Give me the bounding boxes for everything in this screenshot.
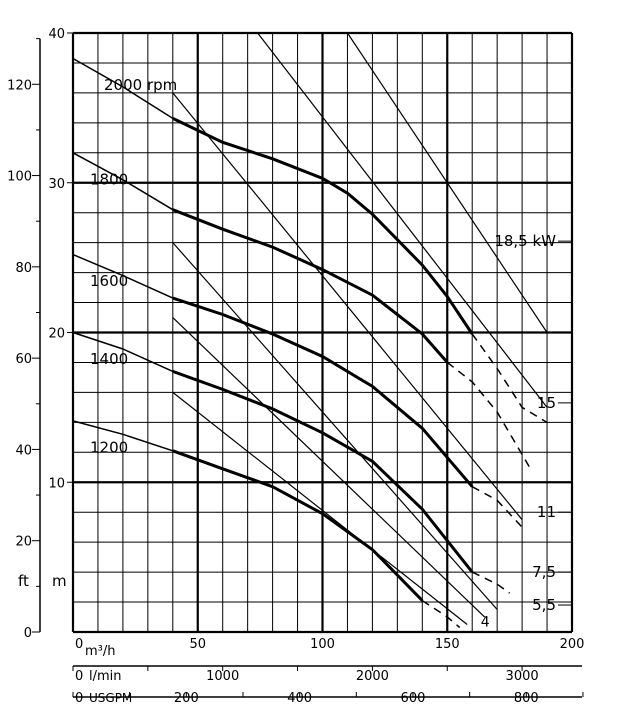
speed-curve-line xyxy=(172,369,474,574)
speed-curve-label: 1200 xyxy=(90,438,128,456)
speed-curve-extension xyxy=(446,361,531,468)
ft-tick-label: 100 xyxy=(7,170,32,185)
speed-curve-label: 2000 rpm xyxy=(104,76,177,94)
usgpm-axis-title: USGPM xyxy=(89,691,132,705)
lmin-zero-label: 0 xyxy=(75,669,83,684)
lmin-tick-label: 2000 xyxy=(356,669,389,684)
speed-curve-line xyxy=(72,253,174,299)
power-line-label: 15 xyxy=(537,394,556,412)
speed-curve-line xyxy=(72,420,174,452)
lmin-tick-label: 1000 xyxy=(206,669,239,684)
power-line-label: 4 xyxy=(481,615,490,631)
ft-axis-title: ft xyxy=(18,572,29,590)
power-line xyxy=(172,391,468,625)
ft-tick-label: 40 xyxy=(15,443,32,458)
y-axis-title: m xyxy=(52,572,67,590)
speed-curve-extension xyxy=(471,333,548,424)
usgpm-zero-label: 0 xyxy=(75,691,83,706)
speed-curve-line xyxy=(172,449,424,602)
y-tick-label: 10 xyxy=(48,476,65,491)
speed-curve-line xyxy=(172,208,449,364)
speed-curve-line xyxy=(72,331,174,373)
x-tick-label: 50 xyxy=(189,637,206,652)
x-tick-label: 150 xyxy=(435,637,460,652)
x-axis-title: m³/h xyxy=(85,644,116,659)
power-line xyxy=(257,32,548,408)
ft-tick-label: 20 xyxy=(15,535,32,550)
speed-curve-extension xyxy=(471,486,523,528)
power-line-label: 11 xyxy=(537,503,556,521)
power-line xyxy=(172,317,486,618)
speed-curve-extension xyxy=(471,571,511,594)
power-lines xyxy=(172,32,548,625)
y-tick-label: 30 xyxy=(48,177,65,192)
ft-tick-label: 80 xyxy=(15,261,32,276)
ft-tick-label: 0 xyxy=(24,626,32,641)
labels: 2000 rpm 1800 1600 1400 1200 18,5 kW 15 11 7,5 5,… xyxy=(90,76,572,631)
power-line-label: 5,5 xyxy=(532,596,556,614)
power-line xyxy=(172,92,523,521)
y-tick-label: 20 xyxy=(48,327,65,342)
speed-curve-label: 1800 xyxy=(90,170,128,188)
grid xyxy=(71,31,574,634)
usgpm-tick-label: 800 xyxy=(514,691,539,706)
speed-curve-line xyxy=(72,152,174,211)
ft-tick-label: 60 xyxy=(15,352,32,367)
speed-curve-extension xyxy=(421,599,461,629)
speed-curve-label: 1400 xyxy=(90,350,128,368)
y-tick-label: 40 xyxy=(48,27,65,42)
ft-tick-label: 120 xyxy=(7,78,32,93)
speed-curve-line xyxy=(172,117,474,335)
speed-curve-line xyxy=(172,296,474,488)
speed-curves xyxy=(72,57,548,629)
power-line-label: 18,5 kW xyxy=(494,232,556,250)
power-line xyxy=(172,242,498,610)
x-tick-label: 100 xyxy=(310,637,335,652)
usgpm-tick-label: 600 xyxy=(401,691,426,706)
speed-curve-label: 1600 xyxy=(90,272,128,290)
lmin-tick-label: 3000 xyxy=(506,669,539,684)
lmin-axis-title: l/min xyxy=(89,669,122,684)
x-tick-label: 200 xyxy=(560,637,585,652)
power-line xyxy=(346,32,548,333)
x-tick-label: 0 xyxy=(75,637,83,652)
usgpm-tick-label: 400 xyxy=(287,691,312,706)
speed-curve-line xyxy=(72,57,174,120)
usgpm-tick-label: 200 xyxy=(174,691,199,706)
power-line-label: 7,5 xyxy=(532,563,556,581)
